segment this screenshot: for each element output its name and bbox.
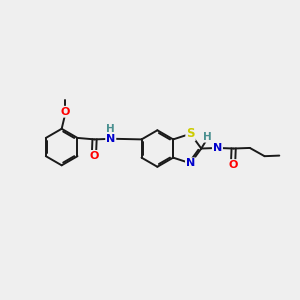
Text: S: S	[186, 127, 195, 140]
Text: O: O	[89, 151, 99, 161]
Text: N: N	[106, 134, 116, 144]
Text: N: N	[213, 143, 222, 153]
Text: H: H	[203, 132, 212, 142]
Text: O: O	[61, 107, 70, 117]
Text: H: H	[106, 124, 115, 134]
Text: N: N	[186, 158, 195, 168]
Text: O: O	[228, 160, 238, 170]
